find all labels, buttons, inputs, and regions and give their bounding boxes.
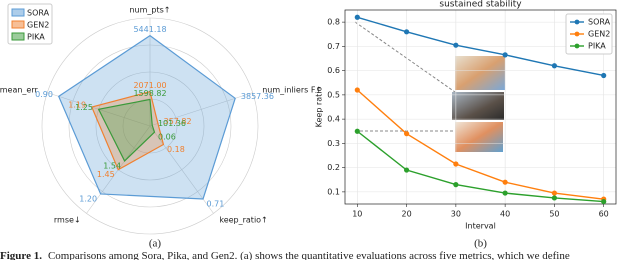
series-line	[357, 16, 604, 77]
legend-swatch	[11, 20, 25, 29]
legend-label: GEN2	[27, 21, 49, 30]
radar-area	[57, 34, 236, 200]
legend-label: PIKA	[27, 33, 45, 42]
y-tick-label: 0.2	[327, 163, 340, 172]
caption-text: Comparisons among Sora, Pika, and Gen2. …	[48, 250, 570, 260]
point	[502, 179, 508, 185]
value-label: 1.19	[68, 101, 86, 110]
x-tick-label: 40	[500, 210, 510, 219]
value-label: 3857.36	[241, 92, 274, 101]
x-tick-label: 20	[401, 210, 411, 219]
y-tick-label: 0.1	[327, 187, 340, 196]
axis-label: mean_err	[0, 86, 38, 95]
radar-area	[97, 98, 156, 162]
y-tick-label: 0.3	[327, 139, 340, 148]
value-label: 1.20	[79, 194, 97, 203]
panel-label: (a)	[149, 238, 162, 250]
value-label: 1598.82	[133, 89, 166, 98]
legend-marker	[574, 43, 580, 49]
inset-image	[455, 56, 505, 90]
legend-label: GEN2	[588, 30, 610, 39]
axis-label: num_pts↑	[129, 6, 170, 15]
y-tick-label: 0.7	[327, 42, 340, 51]
axis-label: keep_ratio↑	[219, 215, 267, 224]
value-label: 5441.18	[133, 25, 166, 34]
legend-label: SORA	[588, 18, 611, 27]
x-tick-label: 60	[599, 210, 609, 219]
point	[453, 42, 459, 48]
y-tick-label: 0.8	[327, 18, 340, 27]
legend-label: PIKA	[588, 42, 606, 51]
point	[453, 182, 459, 188]
value-label: 1.25	[75, 103, 93, 112]
value-label: 0.06	[158, 133, 176, 142]
value-label: 0.71	[207, 199, 225, 208]
y-axis-label: Keep ratio	[315, 87, 324, 128]
point	[551, 190, 558, 196]
point	[403, 167, 410, 173]
point	[354, 128, 360, 134]
y-tick-label: 0.5	[327, 90, 340, 99]
legend-swatch	[11, 8, 25, 17]
y-tick-label: 0.4	[327, 115, 340, 124]
legend-marker	[574, 19, 580, 25]
point	[354, 87, 360, 93]
inset-image	[452, 92, 504, 120]
value-label: 0.90	[35, 90, 53, 99]
connector	[354, 21, 456, 93]
series-line	[356, 130, 604, 203]
caption: Figure 1. Comparisons among Sora, Pika, a…	[0, 250, 570, 260]
axis-label: num_inliers F↑	[262, 86, 322, 95]
insets	[354, 21, 505, 152]
radar-area	[90, 90, 165, 171]
point	[551, 195, 558, 201]
panel-label: (b)	[474, 238, 487, 250]
legend-label: SORA	[27, 9, 50, 18]
x-tick-label: 10	[352, 210, 362, 219]
inset-image	[455, 122, 503, 152]
chart-title: sustained stability	[439, 0, 522, 10]
value-label: 2071.00	[133, 81, 166, 90]
point	[403, 29, 410, 35]
value-label: 1.54	[103, 161, 121, 170]
point	[551, 63, 558, 69]
point	[453, 161, 459, 167]
x-tick-label: 30	[451, 210, 461, 219]
axis-label: rmse↓	[54, 215, 81, 224]
y-tick-label: 0.6	[327, 66, 340, 75]
point	[601, 198, 607, 205]
point	[601, 72, 607, 79]
legend-swatch	[11, 32, 25, 41]
value-label: 357.82	[164, 117, 192, 126]
x-tick-label: 50	[549, 210, 559, 219]
series-line	[356, 89, 604, 200]
value-label: 1.45	[97, 170, 115, 179]
caption-label: Figure 1.	[0, 250, 42, 260]
plot-frame	[344, 9, 617, 205]
value-label: 101.36	[158, 119, 186, 128]
x-axis-label: Interval	[465, 222, 496, 231]
value-label: 0.18	[167, 145, 185, 154]
point	[354, 14, 360, 20]
point	[403, 131, 410, 137]
point	[502, 52, 508, 58]
legend-marker	[574, 31, 580, 37]
point	[502, 190, 508, 196]
